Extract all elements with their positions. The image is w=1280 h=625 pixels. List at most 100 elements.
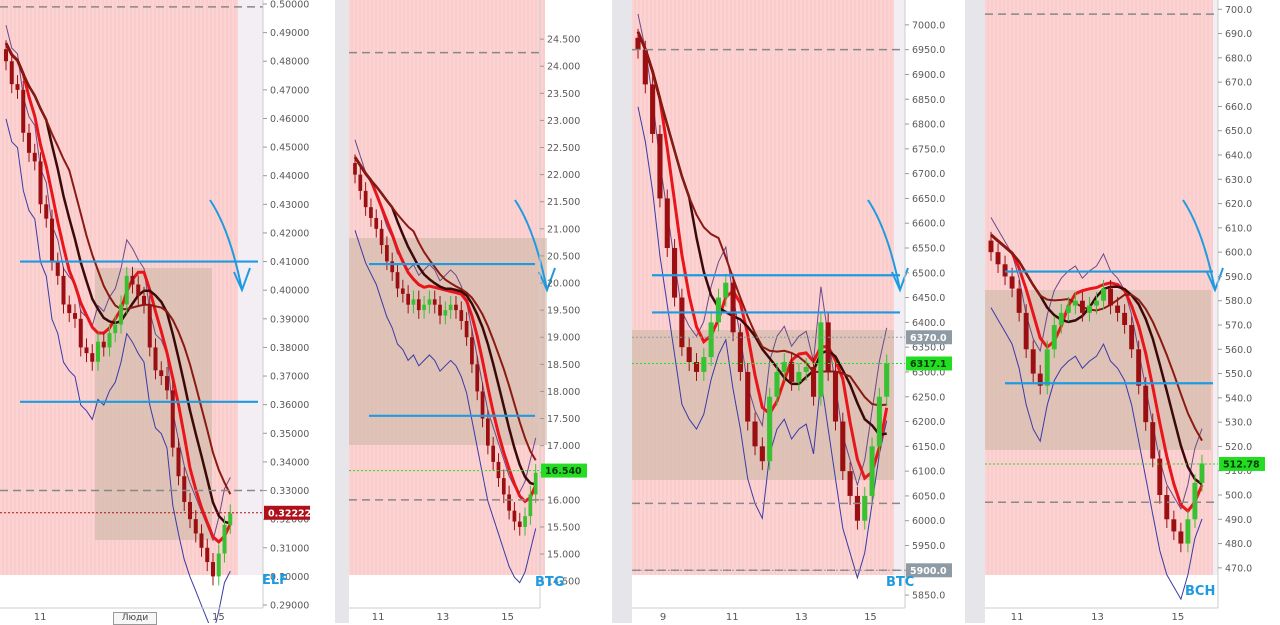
y-tick-label: 690.0: [1225, 29, 1252, 40]
candle-body: [176, 447, 181, 477]
candle-body: [1101, 288, 1106, 301]
candle-body: [159, 370, 164, 377]
candle-body: [1164, 495, 1170, 520]
candle-body: [187, 501, 193, 520]
x-tick-label: 11: [1011, 612, 1024, 623]
candle-body: [130, 275, 135, 285]
y-tick-label: 0.50000: [270, 0, 309, 11]
candle-body: [216, 553, 221, 577]
y-tick-label: 18.500: [547, 360, 580, 371]
candle-body: [32, 152, 37, 162]
chart-svg-elf: 0.50000 0.49000 0.48000 0.47000 0.46000 0.450…: [0, 0, 311, 623]
y-tick-label: 6450.0: [912, 293, 945, 304]
y-tick-label: 0.49000: [270, 28, 309, 39]
candle-body: [650, 84, 656, 134]
candle-body: [26, 132, 32, 153]
candle-body: [507, 494, 511, 511]
y-tick-label: 17.500: [547, 414, 580, 425]
arrow-annotation: [1182, 199, 1216, 291]
y-tick-label: 5950.0: [912, 541, 945, 552]
chart-panel-elf[interactable]: 0.50000 0.49000 0.48000 0.47000 0.46000 0.450…: [0, 0, 335, 623]
chart-panel-btc[interactable]: 7000.0 6950.0 6900.0 6850.0 6800.0 6750.0 6700…: [632, 0, 965, 623]
candle-body: [1065, 305, 1071, 313]
candle-body: [752, 421, 758, 447]
y-tick-label: 490.0: [1225, 515, 1252, 526]
candle-body: [411, 299, 416, 305]
lower-band: [637, 106, 888, 580]
level-badge-low: [906, 563, 952, 578]
x-tick-label: 15: [501, 612, 514, 623]
candle-body: [205, 547, 210, 563]
candle-body: [810, 367, 817, 397]
y-tick-label: 6050.0: [912, 491, 945, 502]
y-tick-label: 16.000: [547, 495, 580, 506]
y-tick-label: 6350.0: [912, 343, 945, 354]
y-tick-label: 6250.0: [912, 392, 945, 403]
crosshair-time-label: Люди: [113, 612, 157, 625]
x-tick-label: 13: [795, 612, 808, 623]
lower-band: [990, 307, 1203, 601]
x-tick-label: 15: [864, 612, 877, 623]
candle-body: [825, 322, 831, 372]
y-tick-label: 18.000: [547, 387, 580, 398]
candle-body: [693, 362, 700, 372]
panel-separator: [965, 0, 985, 623]
y-tick-label: 580.0: [1225, 296, 1252, 307]
last-price-badge: [541, 463, 587, 478]
candle-body: [1115, 305, 1121, 313]
y-tick-label: 650.0: [1225, 126, 1252, 137]
x-tick-label: 9: [660, 612, 666, 623]
y-tick-label: 560.0: [1225, 345, 1252, 356]
y-tick-label: 14.500: [547, 577, 580, 588]
candle-body: [491, 445, 496, 462]
y-tick-label: 660.0: [1225, 102, 1252, 113]
chart-panel-bch[interactable]: 700.0 690.0 680.0 670.0 660.0 650.0 640.0 630.0…: [985, 0, 1280, 623]
chart-svg-btg: 24.500 24.000 23.500 23.000 22.500 22.000 21.5…: [349, 0, 587, 623]
y-tick-label: 590.0: [1225, 272, 1252, 283]
candle-body: [1086, 305, 1092, 313]
y-tick-label: 630.0: [1225, 175, 1252, 186]
candle-body: [657, 133, 663, 199]
candle-body: [454, 304, 458, 311]
candle-body: [512, 510, 517, 522]
x-tick-label: 15: [1171, 612, 1184, 623]
y-tick-label: 0.35000: [270, 429, 309, 440]
symbol-label: ELF: [262, 573, 288, 588]
candle-body: [854, 495, 860, 521]
candle-body: [385, 245, 389, 262]
candle-body: [884, 363, 890, 397]
candle-body: [1009, 276, 1015, 289]
candle-body: [55, 261, 60, 276]
y-tick-label: 6800.0: [912, 120, 945, 131]
y-tick-label: 0.38000: [270, 343, 309, 354]
y-tick-label: 20.000: [547, 279, 580, 290]
chart-panel-btg[interactable]: 24.500 24.000 23.500 23.000 22.500 22.000 21.5…: [349, 0, 612, 623]
candle-body: [528, 494, 533, 517]
y-tick-label: 530.0: [1225, 418, 1252, 429]
candle-body: [113, 324, 118, 334]
candle-body: [443, 310, 448, 316]
y-tick-label: 6150.0: [912, 442, 945, 453]
y-tick-label: 0.32000: [270, 515, 309, 526]
candle-body: [390, 261, 395, 273]
candle-body: [672, 248, 678, 298]
chart-svg-btc: 7000.0 6950.0 6900.0 6850.0 6800.0 6750.0 6700…: [632, 0, 952, 623]
candle-body: [1079, 300, 1085, 313]
candle-body: [67, 304, 72, 314]
arrow-head: [1206, 267, 1224, 293]
level-badge-high-text: 6370.0: [910, 333, 947, 344]
y-tick-label: 24.000: [547, 62, 580, 73]
arrow-annotation: [209, 199, 243, 291]
candle-body: [9, 61, 14, 85]
candle-body: [737, 332, 743, 372]
candle-body: [1030, 349, 1036, 374]
candle-body: [523, 516, 527, 527]
last-price-badge-text: 16.540: [545, 466, 582, 477]
candle-body: [803, 367, 809, 372]
candle-body: [406, 293, 411, 305]
y-tick-label: 6200.0: [912, 417, 945, 428]
upper-band: [5, 25, 231, 542]
y-tick-label: 0.37000: [270, 372, 309, 383]
arrow-annotation: [514, 199, 548, 291]
arrow-head: [233, 267, 251, 293]
